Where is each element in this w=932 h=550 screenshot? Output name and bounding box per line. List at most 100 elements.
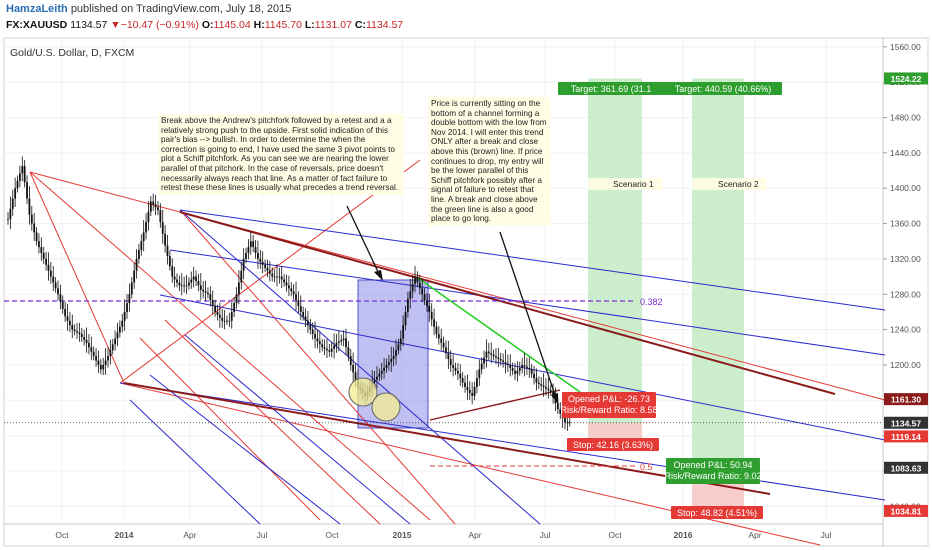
candle-body bbox=[487, 351, 490, 354]
candle-body bbox=[14, 188, 17, 199]
candle-body bbox=[83, 336, 86, 340]
candle-body bbox=[380, 370, 383, 374]
x-tick-label: Oct bbox=[608, 530, 622, 540]
pitchfork-blue-line bbox=[184, 334, 411, 525]
candle-body bbox=[421, 288, 424, 295]
candle-body bbox=[118, 326, 121, 333]
brown-short-line bbox=[429, 389, 561, 421]
candle-body bbox=[73, 329, 76, 332]
author-link[interactable]: HamzaLeith bbox=[6, 3, 68, 15]
candle-body bbox=[304, 316, 307, 321]
candle-body bbox=[59, 294, 62, 302]
drawn-lines: 0.382 0.5 bbox=[4, 159, 886, 546]
candle-body bbox=[492, 354, 495, 357]
candle-body bbox=[66, 316, 69, 321]
candle-body bbox=[230, 311, 233, 321]
price-tag-label: 1134.57 bbox=[891, 418, 922, 428]
note-arrowhead-1 bbox=[374, 270, 383, 281]
candle-body bbox=[135, 258, 138, 271]
candle-body bbox=[195, 276, 197, 281]
header-bar: HamzaLeith published on TradingView.com,… bbox=[0, 0, 932, 36]
low-value: 1131.07 bbox=[314, 19, 352, 31]
pitchfork-blue-line bbox=[129, 399, 261, 525]
candle-body bbox=[314, 334, 316, 339]
last-price: 1134.57 bbox=[70, 19, 108, 31]
candle-body bbox=[149, 201, 152, 212]
candle-body bbox=[423, 294, 426, 301]
candle-body bbox=[459, 373, 462, 379]
candle-body bbox=[345, 338, 347, 348]
candle-body bbox=[9, 208, 12, 220]
candle-body bbox=[521, 364, 524, 368]
candle-body bbox=[514, 370, 516, 374]
candle-body bbox=[114, 338, 117, 345]
candle-body bbox=[473, 387, 476, 396]
symbol-label[interactable]: FX:XAUUSD bbox=[6, 19, 68, 31]
candle-body bbox=[57, 288, 59, 295]
candle-body bbox=[216, 311, 219, 315]
stop-zone-1 bbox=[588, 422, 642, 443]
candle-body bbox=[183, 285, 186, 287]
candle-body bbox=[138, 250, 140, 259]
candle-body bbox=[416, 276, 419, 283]
candle-body bbox=[116, 332, 119, 339]
overlay: Scenario 1 Scenario 2 Target: 361.69 (31.1… bbox=[346, 82, 782, 519]
candle-body bbox=[387, 362, 390, 365]
candle-body bbox=[26, 182, 28, 199]
candle-body bbox=[409, 291, 412, 299]
candle-body bbox=[133, 270, 136, 283]
candle-body bbox=[476, 378, 478, 388]
candle-body bbox=[278, 276, 281, 278]
candle-body bbox=[52, 276, 55, 283]
candle-body bbox=[11, 198, 14, 209]
candle-body bbox=[197, 281, 200, 286]
target-zone-1 bbox=[588, 78, 642, 437]
target-label-2-text: Target: 440.59 (40.66%) bbox=[675, 84, 772, 94]
y-tick-label: 1400.00 bbox=[890, 183, 921, 193]
candle-body bbox=[92, 351, 95, 357]
note-arrow-line-2 bbox=[499, 231, 557, 399]
candle-body bbox=[471, 392, 474, 396]
fib-05-label: 0.5 bbox=[640, 462, 653, 472]
candle-body bbox=[428, 306, 431, 312]
candle-body bbox=[61, 301, 64, 309]
analysis-note-right[interactable]: Price is currently sitting on the bottom… bbox=[428, 97, 550, 226]
candle-body bbox=[268, 270, 271, 274]
candle-body bbox=[283, 279, 286, 283]
candle-body bbox=[249, 241, 252, 248]
x-tick-label: Oct bbox=[55, 530, 69, 540]
candle-body bbox=[180, 285, 183, 287]
candle-body bbox=[466, 387, 469, 390]
candle-body bbox=[157, 207, 159, 211]
down-arrow-icon: ▼ bbox=[110, 19, 121, 31]
candle-body bbox=[547, 388, 550, 390]
candle-body bbox=[333, 345, 336, 349]
candle-body bbox=[309, 325, 312, 330]
candle-body bbox=[316, 338, 319, 342]
candle-body bbox=[285, 282, 288, 286]
y-tick-label: 1360.00 bbox=[890, 219, 921, 229]
price-tag-label: 1034.81 bbox=[891, 506, 922, 516]
candle-body bbox=[509, 364, 512, 368]
candle-body bbox=[126, 303, 128, 312]
candle-body bbox=[414, 276, 416, 284]
candle-body bbox=[540, 384, 543, 386]
high-value: 1145.70 bbox=[264, 19, 302, 31]
candle-body bbox=[95, 356, 97, 361]
brown-trendline-upper bbox=[179, 211, 836, 395]
candle-body bbox=[16, 180, 19, 189]
candle-body bbox=[45, 258, 47, 265]
analysis-note-left[interactable]: Break above the Andrew's pitchfork follo… bbox=[158, 114, 404, 195]
publish-line: HamzaLeith published on TradingView.com,… bbox=[6, 3, 291, 15]
candle-body bbox=[435, 326, 438, 335]
candle-body bbox=[199, 285, 202, 290]
candle-body bbox=[533, 373, 535, 379]
y-tick-label: 1440.00 bbox=[890, 148, 921, 158]
candle-body bbox=[323, 347, 326, 349]
time-axis: Oct 2014 Apr Jul Oct 2015 Apr Jul Oct 2016 Apr Jul bbox=[55, 530, 831, 540]
candle-body bbox=[352, 364, 355, 373]
candle-body bbox=[518, 367, 521, 371]
candle-body bbox=[85, 339, 88, 343]
candle-body bbox=[378, 373, 381, 377]
